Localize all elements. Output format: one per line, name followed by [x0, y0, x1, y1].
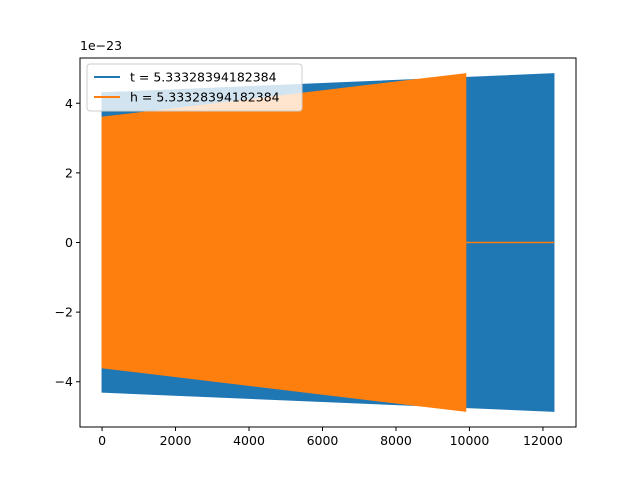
y-tick-label: 2 [65, 165, 73, 180]
y-tick-label: 0 [65, 235, 73, 250]
y-tick-label: −2 [55, 305, 73, 320]
y-tick-label: 4 [65, 96, 73, 111]
series-layer [101, 73, 555, 412]
x-tick-label: 10000 [450, 433, 490, 448]
series-1-envelope [101, 73, 467, 412]
legend-entry-t: t = 5.33328394182384 [130, 70, 277, 85]
y-tick-label: −4 [55, 374, 73, 389]
x-tick-label: 0 [98, 433, 106, 448]
x-tick-label: 8000 [380, 433, 412, 448]
ticks-layer: 0 2000 4000 6000 8000 10000 12000 −4 −2 0 2 4 [55, 96, 563, 448]
legend-entry-h: h = 5.33328394182384 [130, 90, 280, 105]
x-tick-label: 2000 [160, 433, 192, 448]
y-offset-label: 1e−23 [80, 38, 122, 53]
legend: t = 5.33328394182384 h = 5.3332839418238… [86, 63, 303, 112]
x-tick-label: 4000 [233, 433, 265, 448]
x-tick-label: 6000 [307, 433, 339, 448]
x-tick-label: 12000 [523, 433, 563, 448]
legend-box [86, 63, 303, 112]
